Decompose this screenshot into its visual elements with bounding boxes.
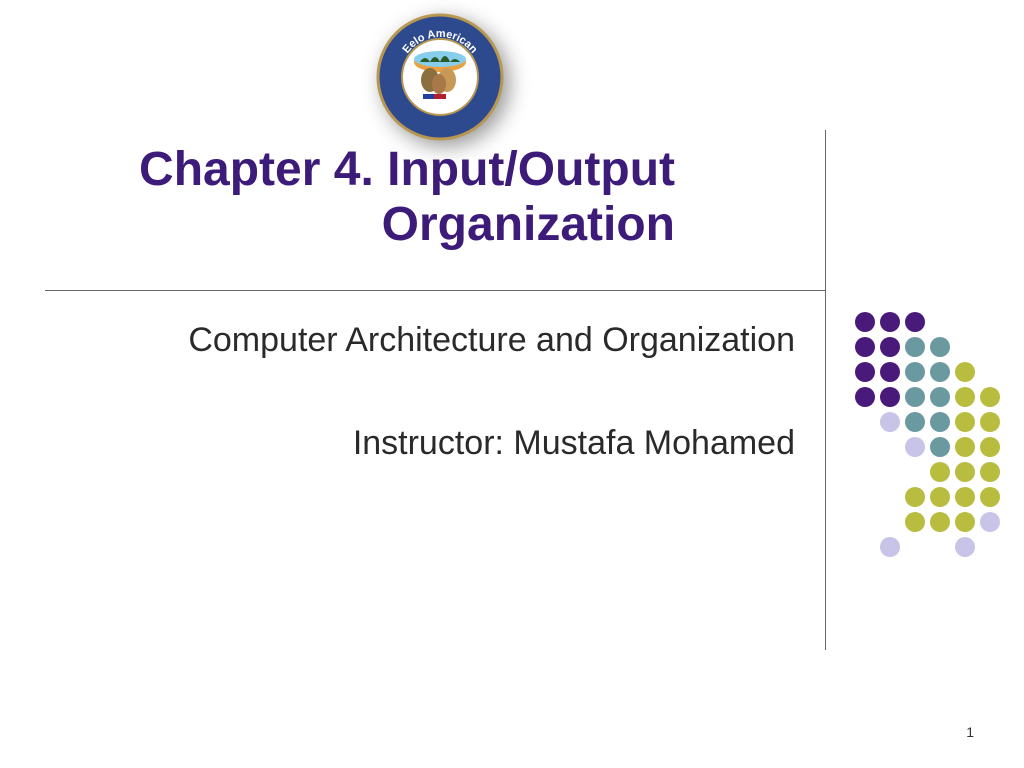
dot-pattern [855,312,1024,582]
slide-title: Chapter 4. Input/Output Organization [75,142,675,252]
instructor-name: Instructor: Mustafa Mohamed [75,423,795,464]
university-logo: Eelo American University [375,12,505,142]
subtitle-block: Computer Architecture and Organization I… [75,320,795,464]
course-name: Computer Architecture and Organization [75,320,795,361]
vertical-divider [825,130,826,650]
page-number: 1 [966,724,974,740]
slide: Eelo American University Chapter 4. Inpu… [0,0,1024,768]
horizontal-divider [45,290,825,291]
